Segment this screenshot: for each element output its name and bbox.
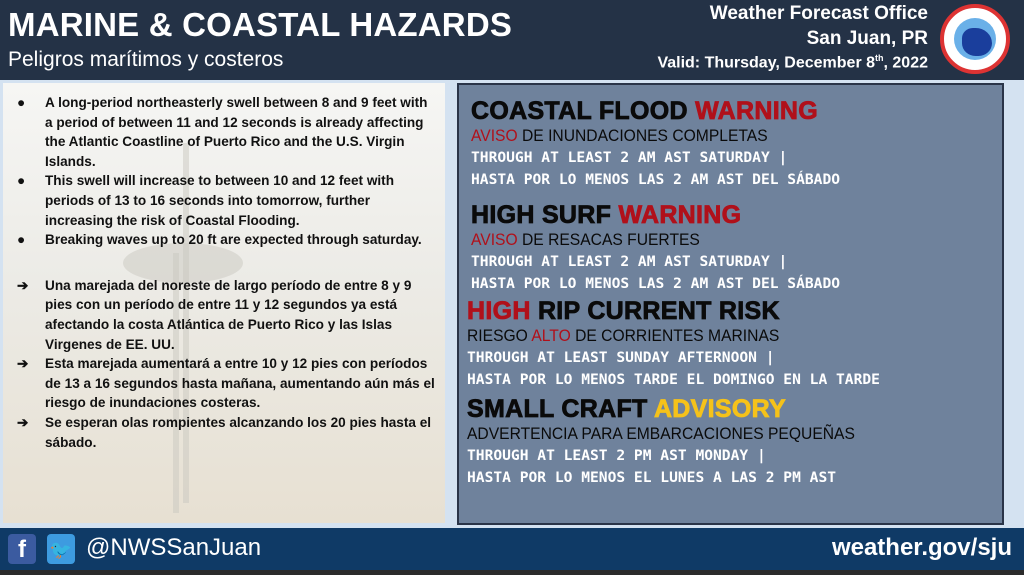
content: ● A long-period northeasterly swell betwe…	[0, 80, 1024, 528]
list-item: ➔ Esta marejada aumentará a entre 10 y 12…	[17, 356, 435, 411]
hazards-panel: COASTAL FLOOD WARNING AVISO DE INUNDACIO…	[457, 83, 1004, 525]
page-subtitle: Peligros marítimos y costeros	[8, 48, 284, 71]
list-item: ➔ Se esperan olas rompientes alcanzando l…	[17, 414, 432, 450]
hazard-small-craft: SMALL CRAFT ADVISORY ADVERTENCIA PARA EM…	[467, 395, 855, 486]
hazard-coastal-flood: COASTAL FLOOD WARNING AVISO DE INUNDACIO…	[471, 97, 841, 188]
list-item: ● Breaking waves up to 20 ft are expected…	[17, 232, 422, 248]
twitter-icon[interactable]: 🐦	[47, 534, 75, 564]
social-handle[interactable]: @NWSSanJuan	[86, 534, 262, 561]
list-item: ● A long-period northeasterly swell betwe…	[17, 95, 428, 169]
header: MARINE & COASTAL HAZARDS Peligros maríti…	[0, 0, 1024, 80]
hazard-high-surf: HIGH SURF WARNING AVISO DE RESACAS FUERT…	[471, 201, 841, 292]
facebook-icon[interactable]: f	[8, 534, 36, 564]
office-location: San Juan, PR	[806, 28, 928, 49]
website-link[interactable]: weather.gov/sju	[831, 534, 1012, 561]
page-title: MARINE & COASTAL HAZARDS	[8, 6, 513, 43]
nws-logo	[940, 4, 1010, 74]
footer: f 🐦 @NWSSanJuan weather.gov/sju	[0, 528, 1024, 570]
valid-date: Valid: Thursday, December 8th, 2022	[657, 53, 928, 72]
office-name: Weather Forecast Office	[709, 3, 928, 24]
list-item: ● This swell will increase to between 10 …	[17, 173, 395, 228]
list-item: ➔ Una marejada del noreste de largo perío…	[17, 277, 412, 352]
hazard-rip-current: HIGH RIP CURRENT RISK RIESGO ALTO DE COR…	[467, 297, 880, 388]
discussion-panel: ● A long-period northeasterly swell betwe…	[3, 83, 445, 523]
